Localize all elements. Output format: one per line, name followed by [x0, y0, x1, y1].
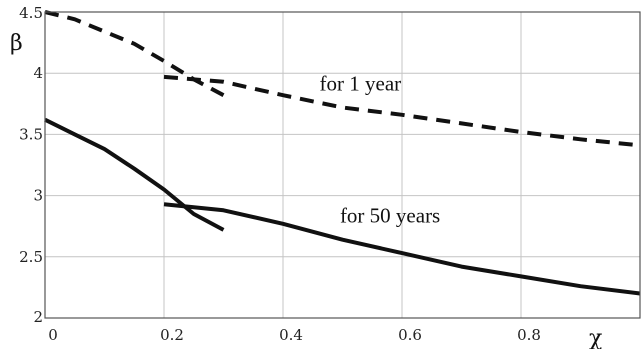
x-tick-label: 0	[48, 326, 58, 344]
x-tick-label: 0.8	[517, 326, 541, 344]
y-tick-label: 4.5	[19, 4, 43, 22]
grid	[45, 12, 640, 318]
y-tick-label: 3	[33, 187, 43, 205]
plot-frame	[44, 11, 641, 319]
y-tick-label: 2.5	[19, 248, 43, 266]
x-tick-label: 0.2	[160, 326, 184, 344]
dashed-series-line-1	[163, 74, 641, 148]
tick-labels: 0 0.2 0.4 0.6 0.8 2 2.5 3 3.5 4 4.5	[19, 4, 541, 344]
series-annotation: for 50 years	[340, 204, 440, 228]
dashed-series-line-0	[44, 10, 225, 97]
annotations: for 1 year for 50 years	[320, 71, 441, 227]
y-tick-label: 3.5	[19, 125, 43, 143]
y-axis-label: β	[10, 31, 23, 56]
solid-series-line-2	[44, 117, 225, 232]
x-tick-label: 0.6	[398, 326, 422, 344]
x-axis-label: χ	[589, 326, 602, 349]
x-tick-label: 0.4	[279, 326, 303, 344]
series-annotation: for 1 year	[320, 71, 402, 95]
series-layer	[44, 10, 641, 296]
y-tick-label: 2	[33, 308, 43, 326]
y-tick-label: 4	[33, 64, 43, 82]
solid-series-line-3	[163, 202, 641, 296]
